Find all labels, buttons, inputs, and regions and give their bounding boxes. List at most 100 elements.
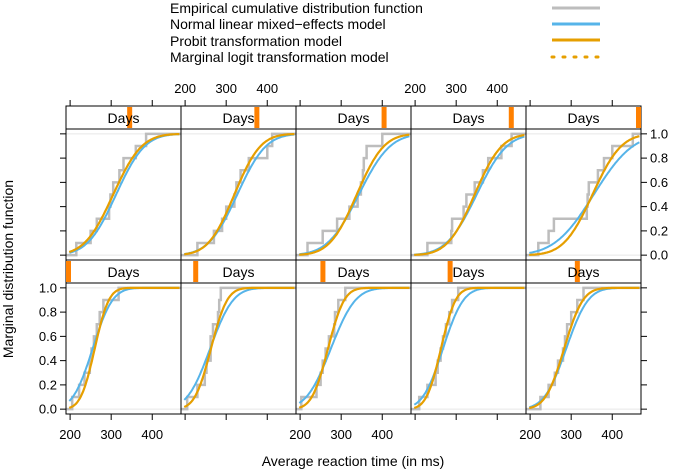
- logit-curve: [69, 287, 180, 409]
- panel-frame: [65, 128, 182, 261]
- panel-top-1: Days: [65, 105, 182, 261]
- x-tick-label: 400: [601, 427, 623, 442]
- panel-bottom-3: Days: [295, 259, 412, 415]
- panel-bottom-5: Days: [525, 259, 642, 415]
- strip-label: Days: [453, 110, 485, 126]
- y-axis-label: Marginal distribution function: [0, 180, 16, 358]
- x-tick-label: 300: [445, 81, 467, 96]
- y-tick-label: 0.0: [39, 402, 57, 417]
- strip-label: Days: [338, 264, 370, 280]
- x-tick-label: 300: [330, 427, 352, 442]
- normal-lmm-curve: [529, 286, 640, 409]
- y-tick-label: 0.6: [650, 175, 668, 190]
- probit-curve: [529, 135, 640, 256]
- logit-curve: [529, 287, 640, 409]
- x-axis-label: Average reaction time (in ms): [262, 453, 445, 469]
- x-tick-label: 400: [141, 427, 163, 442]
- strip-label: Days: [223, 264, 255, 280]
- ecdf-line: [525, 132, 642, 257]
- normal-lmm-curve: [529, 141, 640, 254]
- y-tick-label: 1.0: [39, 280, 57, 295]
- y-tick-label: 0.2: [650, 223, 668, 238]
- ecdf-line: [295, 286, 412, 411]
- x-tick-label: 400: [371, 427, 393, 442]
- days-marker: [636, 107, 641, 128]
- strip-label: Days: [453, 264, 485, 280]
- strip-label: Days: [338, 110, 370, 126]
- normal-lmm-curve: [184, 133, 295, 255]
- y-tick-label: 0.8: [39, 305, 57, 320]
- days-marker: [254, 107, 260, 128]
- ecdf-line: [65, 132, 182, 257]
- y-tick-label: 1.0: [650, 126, 668, 141]
- days-marker: [320, 261, 326, 282]
- x-tick-label: 400: [256, 81, 278, 96]
- panel-frame: [295, 128, 412, 261]
- y-tick-label: 0.4: [39, 353, 57, 368]
- panel-frame: [180, 128, 297, 261]
- logit-curve: [414, 287, 525, 409]
- ecdf-line: [295, 132, 412, 257]
- panel-frame: [65, 282, 182, 415]
- days-marker: [447, 261, 453, 282]
- days-marker: [193, 261, 199, 282]
- y-tick-label: 0.4: [650, 199, 668, 214]
- panel-top-2: Days: [180, 105, 297, 261]
- normal-lmm-curve: [69, 133, 180, 254]
- strip-label: Days: [108, 110, 140, 126]
- y-tick-label: 0.8: [650, 151, 668, 166]
- panel-top-5: Days: [525, 105, 642, 261]
- probit-curve: [299, 133, 410, 256]
- days-marker: [381, 107, 387, 128]
- ecdf-line: [410, 132, 527, 257]
- panel-frame: [525, 128, 642, 261]
- logit-curve: [183, 287, 295, 408]
- x-tick-label: 300: [215, 81, 237, 96]
- probit-curve: [68, 133, 180, 254]
- days-marker: [574, 261, 580, 282]
- panel-top-4: Days: [410, 105, 527, 261]
- panel-top-3: Days: [295, 105, 412, 261]
- legend-label-ecdf: Empirical cumulative distribution functi…: [170, 0, 423, 16]
- logit-curve: [299, 133, 410, 256]
- legend-label-normal: Normal linear mixed−effects model: [170, 16, 386, 32]
- legend: Empirical cumulative distribution functi…: [170, 0, 602, 65]
- probit-curve: [69, 286, 180, 409]
- days-marker: [127, 107, 133, 128]
- y-tick-label: 0.6: [39, 329, 57, 344]
- days-marker: [508, 107, 514, 128]
- y-tick-label: 0.2: [39, 377, 57, 392]
- probit-curve: [184, 133, 295, 256]
- panel-bottom-4: Days: [410, 259, 527, 415]
- x-tick-label: 200: [519, 427, 541, 442]
- x-tick-label: 400: [486, 81, 508, 96]
- probit-curve: [183, 286, 295, 408]
- x-tick-label: 200: [174, 81, 196, 96]
- axes: 200 300 400 200 300 400 200 300 400 200 300 400 200 3…: [39, 81, 668, 442]
- logit-curve: [184, 133, 295, 256]
- y-tick-label: 0.0: [650, 248, 668, 263]
- days-marker: [66, 261, 71, 282]
- probit-curve: [414, 286, 525, 409]
- probit-curve: [298, 286, 410, 409]
- normal-lmm-curve: [299, 135, 410, 256]
- logit-curve: [69, 133, 180, 253]
- legend-label-probit: Probit transformation model: [170, 33, 342, 49]
- legend-label-logit: Marginal logit transformation model: [170, 49, 389, 65]
- strip-label: Days: [568, 264, 600, 280]
- panel-frame: [525, 282, 642, 415]
- strip-label: Days: [108, 264, 140, 280]
- panel-bottom-1: Days: [65, 259, 182, 415]
- x-tick-label: 300: [560, 427, 582, 442]
- x-tick-label: 200: [289, 427, 311, 442]
- strip-label: Days: [568, 110, 600, 126]
- x-tick-label: 200: [59, 427, 81, 442]
- x-tick-label: 200: [404, 81, 426, 96]
- ecdf-line: [180, 132, 297, 257]
- panels: Days Days Days Days Days Days Days Days Days Days: [65, 105, 642, 415]
- probit-curve: [414, 134, 525, 256]
- x-tick-label: 300: [100, 427, 122, 442]
- strip-label: Days: [223, 110, 255, 126]
- panel-bottom-2: Days: [180, 259, 297, 415]
